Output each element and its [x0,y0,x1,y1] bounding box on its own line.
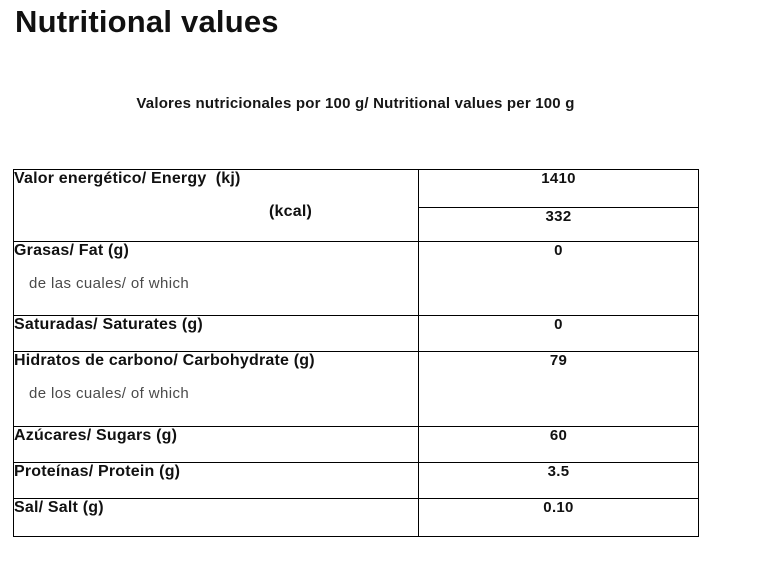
fat-value: 0 [418,241,699,316]
table-row: 332 [14,207,699,242]
page-title: Nutritional values [15,4,279,39]
table-row: Saturadas/ Saturates (g) 0 [13,315,699,352]
fat-label-cell: Grasas/ Fat (g) de las cuales/ of which [13,241,419,316]
sugars-value: 60 [418,426,699,463]
carbohydrate-label: Hidratos de carbono/ Carbohydrate (g) [14,352,315,369]
table-row: Sal/ Salt (g) 0.10 [13,498,699,537]
table-row: Hidratos de carbono/ Carbohydrate (g) de… [13,351,699,427]
nutrition-table: Valor energético/ Energy (kj) (kcal) 141… [13,169,699,537]
energy-label-cell: Valor energético/ Energy (kj) (kcal) [13,169,419,242]
carbohydrate-label-cell: Hidratos de carbono/ Carbohydrate (g) de… [13,351,419,427]
energy-kj-label: Valor energético/ Energy (kj) [14,170,241,187]
protein-value: 3.5 [418,462,699,499]
table-row: Grasas/ Fat (g) de las cuales/ of which … [13,241,699,316]
saturates-label: Saturadas/ Saturates (g) [13,315,419,352]
saturates-value: 0 [418,315,699,352]
table-row: Azúcares/ Sugars (g) 60 [13,426,699,463]
table-row: Proteínas/ Protein (g) 3.5 [13,462,699,499]
energy-kcal-value: 332 [418,207,699,242]
table-subtitle: Valores nutricionales por 100 g/ Nutriti… [136,95,575,112]
energy-kj-value: 1410 [418,169,699,208]
sugars-label: Azúcares/ Sugars (g) [13,426,419,463]
carbohydrate-value: 79 [418,351,699,427]
energy-kcal-label: (kcal) [269,203,312,220]
fat-label: Grasas/ Fat (g) [14,242,130,259]
protein-label: Proteínas/ Protein (g) [13,462,419,499]
carbohydrate-of-which-label: de los cuales/ of which [29,385,190,402]
salt-value: 0.10 [418,498,699,537]
table-row: Valor energético/ Energy (kj) (kcal) 141… [13,169,699,242]
fat-of-which-label: de las cuales/ of which [29,275,190,292]
salt-label: Sal/ Salt (g) [13,498,419,537]
